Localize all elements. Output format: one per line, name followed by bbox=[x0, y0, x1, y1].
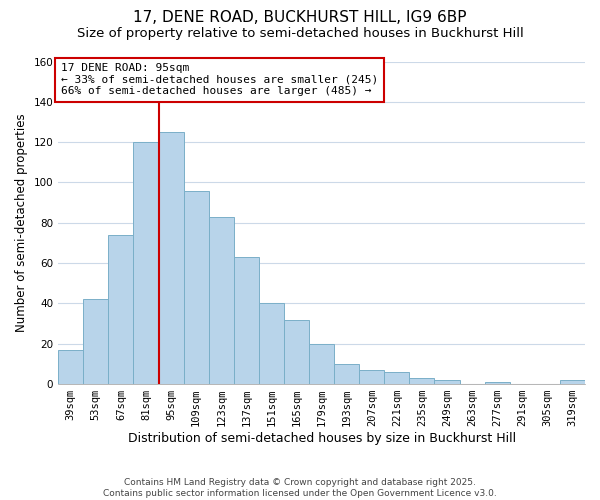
Bar bbox=[560, 380, 585, 384]
Bar bbox=[359, 370, 385, 384]
Bar bbox=[259, 304, 284, 384]
Bar bbox=[58, 350, 83, 384]
Bar bbox=[385, 372, 409, 384]
Bar bbox=[184, 190, 209, 384]
Bar bbox=[209, 216, 234, 384]
Bar bbox=[334, 364, 359, 384]
Y-axis label: Number of semi-detached properties: Number of semi-detached properties bbox=[15, 114, 28, 332]
Bar bbox=[485, 382, 510, 384]
Bar bbox=[284, 320, 309, 384]
X-axis label: Distribution of semi-detached houses by size in Buckhurst Hill: Distribution of semi-detached houses by … bbox=[128, 432, 515, 445]
Text: 17, DENE ROAD, BUCKHURST HILL, IG9 6BP: 17, DENE ROAD, BUCKHURST HILL, IG9 6BP bbox=[133, 10, 467, 25]
Bar bbox=[309, 344, 334, 384]
Bar bbox=[409, 378, 434, 384]
Bar bbox=[133, 142, 158, 384]
Bar bbox=[434, 380, 460, 384]
Bar bbox=[158, 132, 184, 384]
Bar bbox=[109, 235, 133, 384]
Bar bbox=[83, 300, 109, 384]
Text: Contains HM Land Registry data © Crown copyright and database right 2025.
Contai: Contains HM Land Registry data © Crown c… bbox=[103, 478, 497, 498]
Text: 17 DENE ROAD: 95sqm
← 33% of semi-detached houses are smaller (245)
66% of semi-: 17 DENE ROAD: 95sqm ← 33% of semi-detach… bbox=[61, 63, 378, 96]
Bar bbox=[234, 257, 259, 384]
Text: Size of property relative to semi-detached houses in Buckhurst Hill: Size of property relative to semi-detach… bbox=[77, 28, 523, 40]
